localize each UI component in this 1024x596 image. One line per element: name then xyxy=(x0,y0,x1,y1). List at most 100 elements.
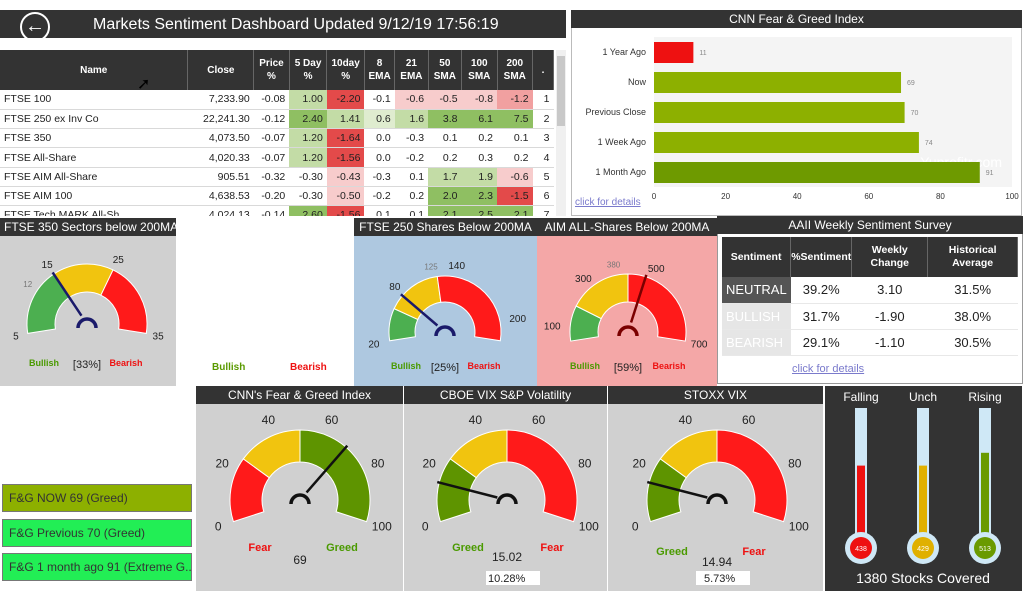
bar-value-label: 11 xyxy=(699,50,706,57)
table-cell: 0.2 xyxy=(428,147,462,168)
fg-month-box: F&G 1 month ago 91 (Extreme G... xyxy=(2,553,192,581)
aaii-row[interactable]: NEUTRAL 39.2% 3.10 31.5% xyxy=(722,277,1018,304)
column-header[interactable]: 200 SMA xyxy=(497,50,534,90)
table-scrollbar[interactable] xyxy=(556,50,566,216)
gauge-hub xyxy=(76,317,98,329)
column-header[interactable]: Close xyxy=(187,50,255,90)
bar[interactable] xyxy=(654,42,694,63)
aaii-details-link[interactable]: click for details xyxy=(792,363,865,375)
gauge-value: [59%] xyxy=(614,362,642,374)
gauge-tick-label: 100 xyxy=(372,520,392,534)
column-header[interactable]: 10day % xyxy=(326,50,365,90)
index-name-cell: FTSE 100 xyxy=(0,90,188,110)
table-cell: -0.32 xyxy=(253,167,290,187)
table-cell: -0.6 xyxy=(394,90,429,110)
breadth-thermometer-panel: Falling 438 Unch 429 Rising 513 1380 Stocks Co… xyxy=(825,386,1022,591)
table-cell: -0.07 xyxy=(253,128,290,149)
column-header[interactable]: 5 Day % xyxy=(289,50,328,90)
aaii-cell: 38.0% xyxy=(927,303,1018,330)
pct-box xyxy=(696,571,750,585)
aaii-row[interactable]: BEARISH 29.1% -1.10 30.5% xyxy=(722,329,1018,356)
gauge-needle xyxy=(305,444,349,494)
aaii-column-header[interactable]: %Sentiment xyxy=(790,237,853,277)
column-header[interactable]: 100 SMA xyxy=(461,50,498,90)
ftse250-gauge-title: FTSE 250 Shares Below 200MA xyxy=(354,218,537,236)
table-row[interactable]: FTSE AIM 100 4,638.53 -0.20 -0.30 -0.50 -0.2 0… xyxy=(0,186,554,207)
table-row[interactable]: FTSE 350 4,073.50 -0.07 1.20 -1.64 0.0 -0.3 0.1… xyxy=(0,128,554,149)
thermo-fill xyxy=(857,465,865,541)
gauge-tick-label: 40 xyxy=(469,413,483,427)
table-cell: -2.20 xyxy=(326,90,365,110)
index-name-cell: FTSE 250 ex Inv Co xyxy=(0,109,188,130)
page-title: Markets Sentiment Dashboard Updated 9/12… xyxy=(93,16,499,33)
gauge-tick-label: 25 xyxy=(113,255,125,266)
aaii-row[interactable]: BULLISH 31.7% -1.90 38.0% xyxy=(722,303,1018,330)
table-cell: -0.5 xyxy=(428,90,462,110)
table-row[interactable]: FTSE All-Share 4,020.33 -0.07 1.20 -1.56 0.0-… xyxy=(0,147,554,168)
column-header[interactable]: . xyxy=(532,50,554,90)
cnn-details-link[interactable]: click for details xyxy=(575,197,641,208)
gauge-tick-label: 200 xyxy=(509,314,526,325)
gauge-tick-label: 0 xyxy=(215,520,222,534)
gauge-tick-label: 300 xyxy=(575,274,592,285)
fear-label: Fear xyxy=(742,546,766,558)
aaii-column-header[interactable]: Weekly Change xyxy=(851,237,929,277)
table-cell: 0.1 xyxy=(394,205,429,216)
gauge-tick-label: 80 xyxy=(371,456,385,470)
stoxx-vix-gauge: 0 20 40 60 80 100 Greed 14.94 Fear 5.73% xyxy=(632,413,809,585)
thermo-bulb xyxy=(974,537,996,559)
table-header-row: Name Close Price % 5 Day % 10day % 8 EMA 21 EM… xyxy=(0,50,554,90)
gauge-tick-label: 35 xyxy=(153,331,165,342)
thermo-value: 513 xyxy=(979,546,991,553)
gauge-tick-label: 5 xyxy=(13,331,19,342)
pct-box xyxy=(486,571,540,585)
bar-value-label: 91 xyxy=(986,170,994,177)
greed-label: Greed xyxy=(452,542,484,554)
bar[interactable] xyxy=(654,162,980,183)
scrollbar-thumb[interactable] xyxy=(557,56,565,126)
aaii-cell: 39.2% xyxy=(790,277,852,304)
gauge-needle xyxy=(51,271,83,317)
aaii-column-header[interactable]: Historical Average xyxy=(927,237,1018,277)
column-header[interactable]: 21 EMA xyxy=(394,50,429,90)
bar-value-label: 70 xyxy=(911,110,919,117)
table-cell: 0.0 xyxy=(364,128,395,149)
table-row[interactable]: FTSE AIM All-Share 905.51 -0.32 -0.30 -0.43-… xyxy=(0,167,554,187)
back-arrow-icon[interactable]: ← xyxy=(20,12,50,42)
extra-bullish-label: Bullish xyxy=(212,362,246,373)
aaii-column-header[interactable]: Sentiment xyxy=(722,237,792,277)
table-cell: 22,241.30 xyxy=(187,109,254,130)
table-cell: 1 xyxy=(532,90,554,110)
column-header[interactable]: 8 EMA xyxy=(364,50,396,90)
thermometers: Falling 438 Unch 429 Rising 513 1380 Stocks Co… xyxy=(843,390,1001,586)
gauge-hub xyxy=(289,493,311,505)
bar[interactable] xyxy=(654,72,902,93)
table-cell: 2.60 xyxy=(289,205,327,216)
aaii-cell: -1.10 xyxy=(851,329,928,356)
mouse-cursor-icon: ➚ xyxy=(137,76,151,93)
table-row[interactable]: FTSE 250 ex Inv Co 22,241.30 -0.12 2.40 1.41… xyxy=(0,109,554,130)
gauge-segment xyxy=(716,429,788,523)
table-cell: -0.30 xyxy=(289,167,327,187)
gauge-segment xyxy=(506,429,578,523)
aaii-cell: -1.90 xyxy=(851,303,928,330)
column-header[interactable]: 50 SMA xyxy=(428,50,463,90)
table-cell: 4,024.13 xyxy=(187,205,254,216)
bar[interactable] xyxy=(654,132,919,153)
table-row[interactable]: FTSE Tech MARK All-Sh 4,024.13 -0.14 2.60 -1… xyxy=(0,205,554,216)
gauge-tick-label: 80 xyxy=(578,456,592,470)
column-header[interactable]: Price % xyxy=(253,50,290,90)
column-header[interactable]: Name xyxy=(0,50,189,90)
bearish-label: Bearish xyxy=(467,361,500,371)
table-row[interactable]: FTSE 100 7,233.90 -0.08 1.00 -2.20 -0.1 -0.6 -0… xyxy=(0,90,554,110)
aaii-cell: 29.1% xyxy=(790,329,852,356)
gauge-tick-label: 20 xyxy=(633,456,647,470)
table-cell: 4,638.53 xyxy=(187,186,254,207)
vix-gauge-title: CBOE VIX S&P Volatility xyxy=(404,386,607,404)
gauge-tick-label: 380 xyxy=(607,260,621,269)
table-cell: 1.20 xyxy=(289,147,327,168)
bar[interactable] xyxy=(654,102,905,123)
greed-label: Greed xyxy=(326,542,358,554)
table-cell: 0.2 xyxy=(394,186,429,207)
